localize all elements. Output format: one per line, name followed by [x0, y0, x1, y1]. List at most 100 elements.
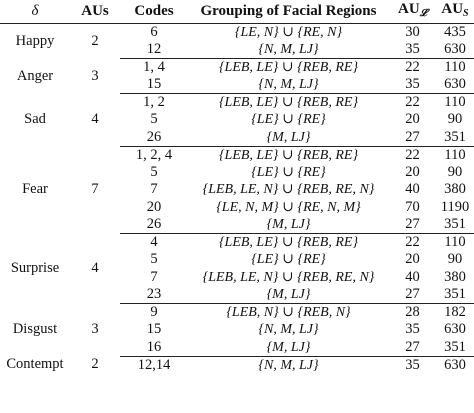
- table-row: 7 {LEB, LE, N} ∪ {REB, RE, N} 40 380: [0, 269, 474, 287]
- table-row: 5 {LE} ∪ {RE} 20 90: [0, 251, 474, 269]
- au-l-cell: 20: [405, 163, 420, 180]
- grouping-cell: {LEB, LE} ∪ {REB, RE}: [218, 147, 359, 163]
- grouping-cell: {N, M, LJ}: [188, 76, 389, 94]
- header-delta: δ: [0, 0, 70, 24]
- au-l-cell: 27: [389, 128, 436, 147]
- codes-cell: 26: [120, 128, 188, 147]
- codes-cell: 5: [150, 111, 158, 128]
- au-l-cell: 27: [389, 338, 436, 357]
- codes-cell: 1, 2: [143, 94, 165, 110]
- codes-cell: 9: [150, 304, 158, 320]
- au-l-cell: 22: [405, 59, 420, 75]
- aus-count-cell: 4: [91, 111, 99, 128]
- grouping-cell: {M, LJ}: [188, 286, 389, 304]
- au-s-cell: 435: [444, 24, 466, 40]
- aus-count-cell: 4: [91, 260, 99, 276]
- au-s-cell: 90: [447, 251, 463, 268]
- au-s-cell: 110: [444, 94, 466, 110]
- au-l-cell: 28: [405, 304, 420, 320]
- codes-cell: 4: [150, 234, 158, 250]
- table-row: Happy 2 6 {LE, N} ∪ {RE, N} 30 435: [0, 24, 474, 49]
- table-row: Fear 7 1, 2, 4 {LEB, LE} ∪ {REB, RE} 22 110: [0, 146, 474, 198]
- au-l-cell: 70: [405, 198, 420, 215]
- table-row: 12 {N, M, LJ} 35 630: [0, 41, 474, 59]
- table-row: 15 {N, M, LJ} 35 630: [0, 321, 474, 339]
- codes-cell: 6: [150, 24, 158, 40]
- codes-cell: 12: [120, 41, 188, 59]
- emotion-cell: Disgust: [12, 321, 58, 338]
- table-body: Happy 2 6 {LE, N} ∪ {RE, N} 30 435 12 {N, M, LJ…: [0, 24, 474, 374]
- grouping-cell: {M, LJ}: [188, 128, 389, 147]
- header-grouping: Grouping of Facial Regions: [188, 0, 389, 24]
- emotion-cell: Surprise: [10, 260, 60, 276]
- codes-cell: 23: [120, 286, 188, 304]
- table-row: 7 {LEB, LE, N} ∪ {REB, RE, N} 40 380: [0, 181, 474, 199]
- au-l-cell: 20: [405, 111, 420, 128]
- au-s-cell: 351: [436, 286, 474, 304]
- grouping-cell: {LEB, LE} ∪ {REB, RE}: [218, 235, 359, 250]
- codes-cell: 20: [146, 198, 162, 215]
- codes-cell: 16: [120, 338, 188, 357]
- grouping-cell: {LE, N, M} ∪ {RE, N, M}: [216, 199, 361, 215]
- header-au-l: AU𝓛: [389, 0, 436, 24]
- codes-cell: 15: [120, 76, 188, 94]
- table-row: 20 {LE, N, M} ∪ {RE, N, M} 70 1190: [0, 199, 474, 217]
- table-row: 26 {M, LJ} 27 351: [0, 216, 474, 234]
- grouping-cell: {LE, N} ∪ {RE, N}: [234, 25, 343, 40]
- aus-count-cell: 3: [91, 67, 99, 84]
- au-s-cell: 630: [444, 321, 466, 338]
- table-row: 15 {N, M, LJ} 35 630: [0, 76, 474, 94]
- au-s-cell: 351: [436, 338, 474, 357]
- codes-cell: 1, 2, 4: [135, 146, 173, 163]
- au-l-cell: 30: [405, 24, 420, 40]
- au-l-cell: 35: [389, 76, 436, 94]
- table-row: 16 {M, LJ} 27 351: [0, 338, 474, 357]
- au-l-cell: 22: [405, 234, 420, 250]
- au-l-cell: 40: [405, 181, 420, 198]
- header-au-s: AUS: [436, 0, 474, 24]
- table-row: 5 {LE} ∪ {RE} 20 90: [0, 111, 474, 129]
- au-s-cell: 630: [436, 41, 474, 59]
- emotion-cell: Anger: [16, 67, 54, 84]
- table-row: 5 {LE} ∪ {RE} 20 90: [0, 164, 474, 182]
- grouping-cell: {N, M, LJ}: [188, 41, 389, 59]
- header-row: δ AUs Codes Grouping of Facial Regions A…: [0, 0, 474, 24]
- aus-count-cell: 2: [91, 356, 99, 373]
- table-row: Anger 3 1, 4 {LEB, LE} ∪ {REB, RE} 22 110: [0, 59, 474, 84]
- aus-count-cell: 3: [91, 321, 99, 338]
- codes-cell: 7: [150, 268, 158, 285]
- grouping-cell: {LEB, LE} ∪ {REB, RE}: [218, 60, 359, 75]
- au-s-cell: 110: [444, 59, 466, 75]
- aus-count-cell: 2: [91, 32, 99, 49]
- table-row: Contempt 2 12,14 {N, M, LJ} 35 630: [0, 356, 474, 374]
- table-row: 23 {M, LJ} 27 351: [0, 286, 474, 304]
- au-s-cell: 630: [444, 356, 466, 373]
- au-s-cell: 1190: [440, 198, 470, 215]
- emotion-cell: Sad: [24, 111, 46, 128]
- codes-cell: 7: [150, 181, 158, 198]
- facial-regions-table: δ AUs Codes Grouping of Facial Regions A…: [0, 0, 474, 374]
- codes-cell: 5: [150, 251, 158, 268]
- au-s-cell: 380: [444, 181, 466, 198]
- au-s-cell: 90: [447, 111, 463, 128]
- au-l-cell: 40: [405, 268, 420, 285]
- grouping-cell: {N, M, LJ}: [258, 357, 319, 373]
- au-l-cell: 35: [389, 41, 436, 59]
- codes-cell: 26: [120, 216, 188, 234]
- au-l-cell: 27: [389, 286, 436, 304]
- header-codes: Codes: [120, 0, 188, 24]
- au-s-cell: 351: [436, 128, 474, 147]
- grouping-cell: {LE} ∪ {RE}: [251, 112, 326, 128]
- header-aus: AUs: [70, 0, 120, 24]
- grouping-cell: {N, M, LJ}: [258, 322, 319, 338]
- grouping-cell: {LEB, N} ∪ {REB, N}: [226, 305, 351, 320]
- au-l-cell: 27: [389, 216, 436, 234]
- au-l-cell: 35: [405, 356, 420, 373]
- emotion-cell: Happy: [15, 32, 55, 49]
- grouping-cell: {LE} ∪ {RE}: [251, 252, 326, 268]
- table-row: Surprise 4 4 {LEB, LE} ∪ {REB, RE} 22 110: [0, 234, 474, 276]
- table-row: 26 {M, LJ} 27 351: [0, 128, 474, 147]
- au-s-cell: 90: [447, 163, 463, 180]
- au-s-cell: 110: [444, 234, 466, 250]
